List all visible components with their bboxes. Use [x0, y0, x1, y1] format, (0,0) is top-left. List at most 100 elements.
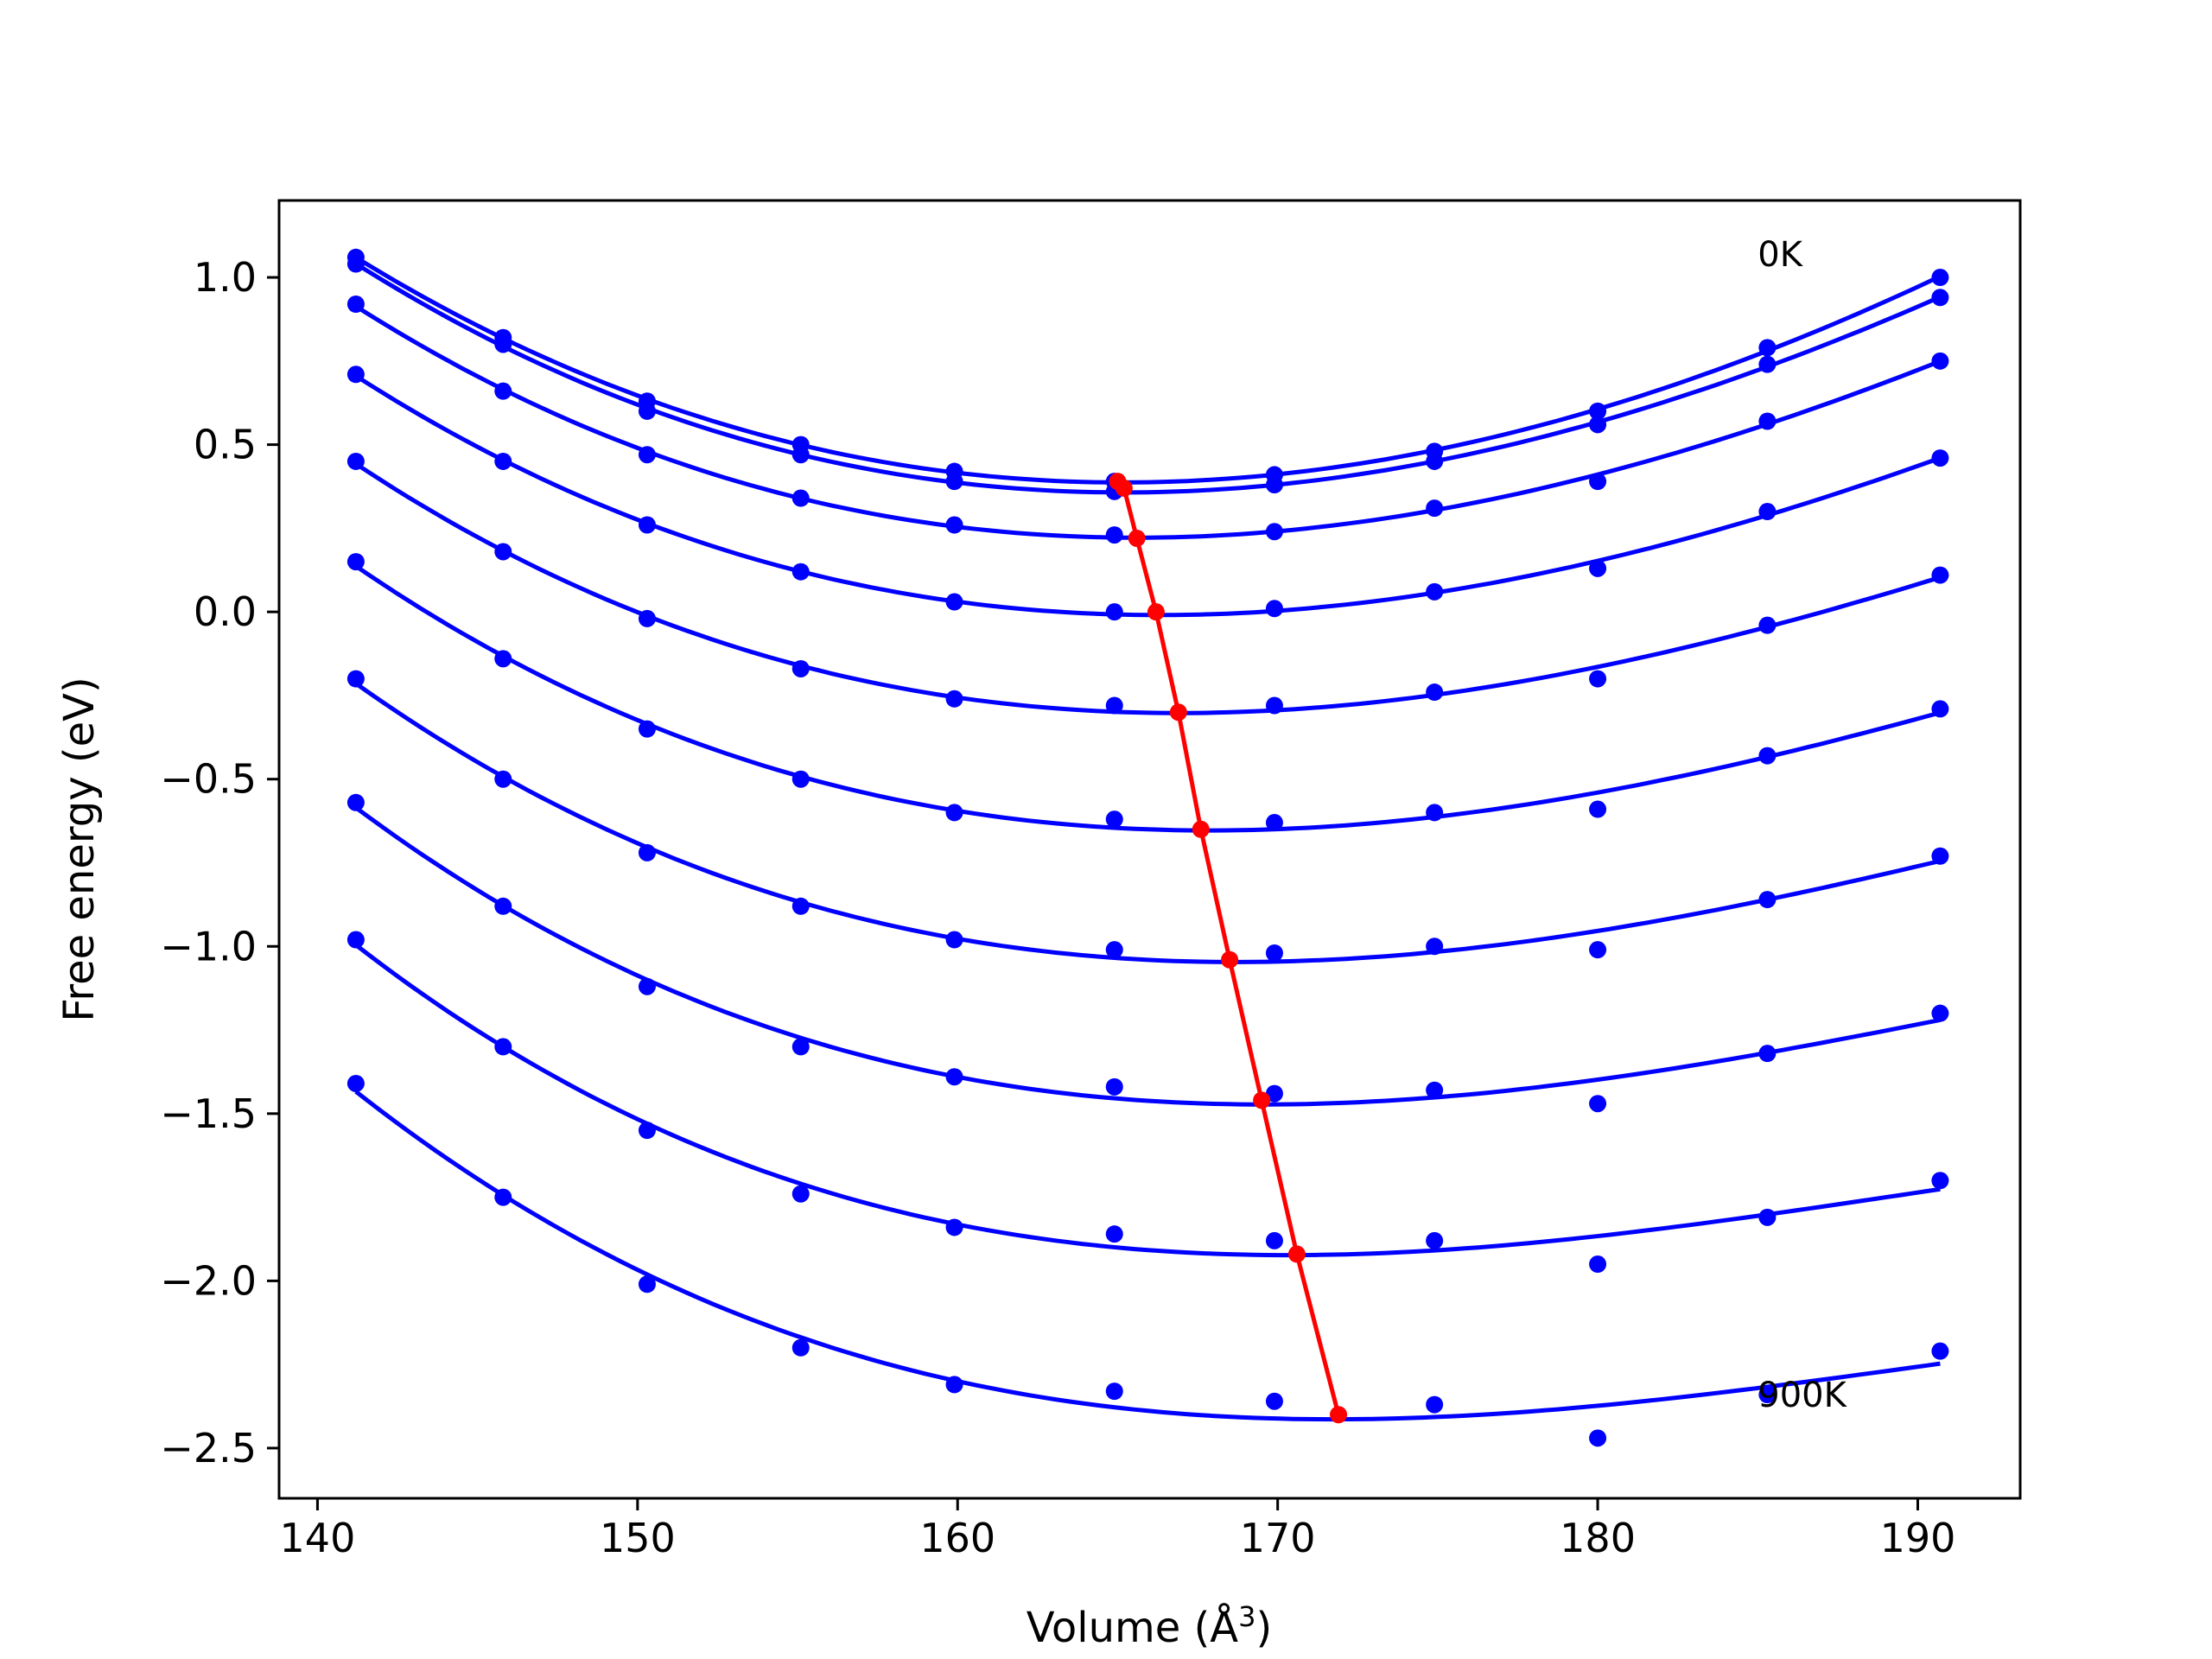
- data-point: [1589, 670, 1607, 688]
- data-point: [1265, 476, 1283, 494]
- y-tick-label: −1.5: [160, 1090, 257, 1137]
- data-point: [1931, 566, 1949, 584]
- data-point: [1105, 1077, 1123, 1096]
- data-point: [945, 804, 963, 822]
- x-axis-label: Volume (Å3): [1027, 1600, 1272, 1652]
- data-point: [638, 977, 656, 995]
- data-point: [1426, 1081, 1444, 1099]
- data-point: [494, 382, 512, 400]
- data-point: [945, 473, 963, 491]
- x-tick-label: 190: [1880, 1515, 1956, 1561]
- data-point: [791, 659, 810, 677]
- data-point: [1758, 1208, 1777, 1226]
- data-point: [1265, 1392, 1283, 1410]
- data-point: [791, 489, 810, 507]
- data-point: [346, 365, 365, 384]
- data-point: [1758, 747, 1777, 765]
- y-axis-ticks: 1.0 0.5 0.0 −0.5 −1.0 −1.5 −2.0 −2.5: [160, 254, 279, 1471]
- data-point: [1758, 891, 1777, 909]
- x-tick-label: 170: [1240, 1515, 1316, 1561]
- data-point: [1265, 523, 1283, 541]
- fit-curve: [354, 255, 1942, 485]
- minimum-point: [1253, 1091, 1271, 1109]
- data-point: [1105, 696, 1123, 715]
- data-point: [945, 1068, 963, 1086]
- data-point: [346, 670, 365, 688]
- data-point: [1758, 616, 1777, 634]
- x-axis-label-close: ): [1255, 1604, 1272, 1652]
- data-point: [1758, 339, 1777, 357]
- data-point: [1931, 700, 1949, 718]
- data-point: [945, 1218, 963, 1236]
- data-point: [1426, 804, 1444, 822]
- fit-curve: [354, 682, 1941, 964]
- data-point: [1758, 412, 1777, 430]
- y-axis-label: Free energy (eV): [55, 677, 104, 1021]
- data-point: [1426, 938, 1444, 956]
- data-point: [638, 446, 656, 464]
- y-tick-label: 1.0: [194, 254, 257, 301]
- plot-frame: [277, 199, 2022, 1500]
- data-point: [346, 296, 365, 314]
- data-point: [1931, 352, 1949, 370]
- data-point: [945, 931, 963, 949]
- data-point: [1758, 1385, 1777, 1403]
- data-point: [1426, 1395, 1444, 1414]
- data-point: [494, 335, 512, 353]
- minimum-point: [1287, 1245, 1306, 1263]
- x-axis-label-text: Volume (Å: [1027, 1603, 1239, 1652]
- data-point: [1105, 603, 1123, 621]
- data-point: [494, 1038, 512, 1056]
- data-point: [346, 1074, 365, 1092]
- x-tick-label: 150: [600, 1515, 676, 1561]
- minimum-path: [1116, 480, 1341, 1415]
- data-point: [1931, 1342, 1949, 1360]
- minimum-point: [1330, 1406, 1348, 1424]
- data-point: [791, 563, 810, 581]
- data-point: [1426, 452, 1444, 470]
- data-point: [346, 452, 365, 470]
- y-tick-label: −2.5: [160, 1425, 257, 1471]
- data-point: [1589, 416, 1607, 434]
- data-point: [1426, 582, 1444, 601]
- data-point: [945, 690, 963, 708]
- data-point: [1589, 559, 1607, 577]
- data-point: [1426, 1231, 1444, 1249]
- data-point: [1105, 1382, 1123, 1401]
- data-point: [638, 720, 656, 738]
- data-point: [1105, 1225, 1123, 1243]
- data-point: [1758, 503, 1777, 521]
- data-point: [1589, 1255, 1607, 1274]
- y-tick-label: −1.0: [160, 923, 257, 969]
- annotation-0k: 0K: [1758, 235, 1803, 275]
- data-point: [1589, 402, 1607, 420]
- fit-curve: [354, 805, 1941, 1107]
- minimum-point: [1192, 820, 1210, 838]
- data-point: [638, 402, 656, 420]
- data-point: [494, 452, 512, 470]
- data-point: [791, 770, 810, 788]
- data-point: [1931, 847, 1949, 865]
- minimum-point: [1115, 479, 1133, 497]
- fit-curve: [354, 262, 1942, 495]
- data-point: [1931, 1004, 1949, 1022]
- data-point: [346, 793, 365, 811]
- plot-area: [277, 199, 2022, 1500]
- data-point: [1589, 941, 1607, 959]
- minimum-point: [1169, 703, 1187, 721]
- data-point: [346, 255, 365, 273]
- data-point: [1589, 473, 1607, 491]
- data-point: [945, 516, 963, 534]
- data-point: [1105, 810, 1123, 829]
- x-axis-ticks: 140 150 160 170 180 190: [280, 1498, 1956, 1561]
- data-point: [1589, 800, 1607, 818]
- data-point: [1931, 1172, 1949, 1190]
- data-point: [494, 770, 512, 788]
- fit-curve: [354, 304, 1942, 540]
- data-point: [494, 650, 512, 668]
- data-point: [494, 897, 512, 915]
- data-point: [1426, 499, 1444, 518]
- y-tick-label: 0.0: [194, 588, 257, 635]
- data-points: [346, 248, 1949, 1447]
- data-point: [1931, 289, 1949, 307]
